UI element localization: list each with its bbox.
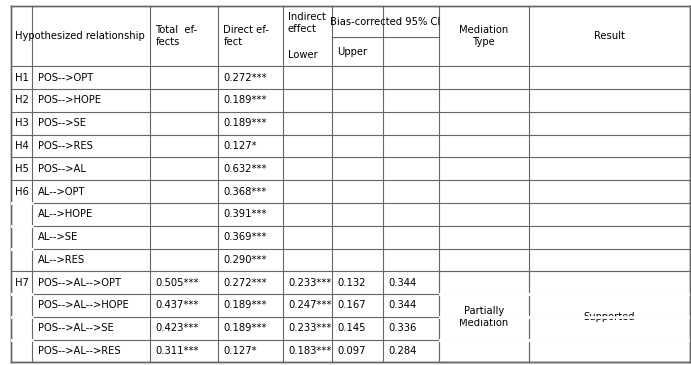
Text: 0.127*: 0.127*	[223, 346, 257, 356]
Text: H5: H5	[15, 164, 28, 174]
Text: AL-->SE: AL-->SE	[38, 232, 78, 242]
Text: H1: H1	[15, 73, 28, 82]
Text: 0.423***: 0.423***	[155, 323, 199, 333]
Text: AL-->RES: AL-->RES	[38, 255, 85, 265]
Text: 0.233***: 0.233***	[288, 323, 332, 333]
Text: 0.132: 0.132	[338, 278, 366, 288]
Text: 0.632***: 0.632***	[223, 164, 267, 174]
Text: AL-->HOPE: AL-->HOPE	[38, 209, 93, 219]
Text: POS-->AL-->SE: POS-->AL-->SE	[38, 323, 113, 333]
Text: Hypothesized relationship: Hypothesized relationship	[15, 31, 145, 41]
Text: POS-->AL-->RES: POS-->AL-->RES	[38, 346, 120, 356]
Text: 0.272***: 0.272***	[223, 278, 267, 288]
Text: POS-->OPT: POS-->OPT	[38, 73, 93, 82]
Text: 0.272***: 0.272***	[223, 73, 267, 82]
Text: 0.183***: 0.183***	[288, 346, 332, 356]
Text: AL-->OPT: AL-->OPT	[38, 187, 86, 196]
Text: Total  ef-
fects: Total ef- fects	[155, 25, 198, 47]
Text: POS-->AL-->OPT: POS-->AL-->OPT	[38, 278, 121, 288]
Text: 0.344: 0.344	[388, 300, 417, 311]
Text: Indirect
effect: Indirect effect	[288, 12, 326, 34]
Text: 0.437***: 0.437***	[155, 300, 199, 311]
Text: 0.097: 0.097	[338, 346, 366, 356]
Text: H4: H4	[15, 141, 28, 151]
Text: H2: H2	[15, 95, 28, 105]
Text: Supported: Supported	[584, 312, 635, 322]
Text: 0.233***: 0.233***	[288, 278, 332, 288]
Text: Partially
Mediation: Partially Mediation	[459, 306, 509, 328]
Text: 0.284: 0.284	[388, 346, 417, 356]
Text: 0.369***: 0.369***	[223, 232, 267, 242]
Text: 0.247***: 0.247***	[288, 300, 332, 311]
Text: 0.336: 0.336	[388, 323, 417, 333]
Text: POS-->HOPE: POS-->HOPE	[38, 95, 101, 105]
Text: 0.189***: 0.189***	[223, 95, 267, 105]
Text: 0.127*: 0.127*	[223, 141, 257, 151]
Text: 0.311***: 0.311***	[155, 346, 199, 356]
Text: 0.505***: 0.505***	[155, 278, 199, 288]
Text: 0.167: 0.167	[338, 300, 366, 311]
Text: 0.344: 0.344	[388, 278, 417, 288]
Text: H7: H7	[15, 278, 28, 288]
Text: H6: H6	[15, 187, 28, 196]
Text: POS-->SE: POS-->SE	[38, 118, 86, 128]
Text: 0.391***: 0.391***	[223, 209, 267, 219]
Text: 0.368***: 0.368***	[223, 187, 267, 196]
Text: Bias-corrected 95% CI: Bias-corrected 95% CI	[330, 17, 441, 27]
Text: Lower: Lower	[288, 50, 318, 60]
Text: Result: Result	[594, 31, 625, 41]
Text: 0.189***: 0.189***	[223, 300, 267, 311]
Text: Direct ef-
fect: Direct ef- fect	[223, 25, 269, 47]
Text: Mediation
Type: Mediation Type	[459, 25, 509, 47]
Text: POS-->AL-->HOPE: POS-->AL-->HOPE	[38, 300, 129, 311]
Text: H3: H3	[15, 118, 28, 128]
Text: 0.145: 0.145	[338, 323, 366, 333]
Text: 0.189***: 0.189***	[223, 323, 267, 333]
Text: 0.189***: 0.189***	[223, 118, 267, 128]
Text: POS-->AL: POS-->AL	[38, 164, 86, 174]
Text: Upper: Upper	[338, 47, 368, 57]
Text: POS-->RES: POS-->RES	[38, 141, 93, 151]
Text: 0.290***: 0.290***	[223, 255, 267, 265]
